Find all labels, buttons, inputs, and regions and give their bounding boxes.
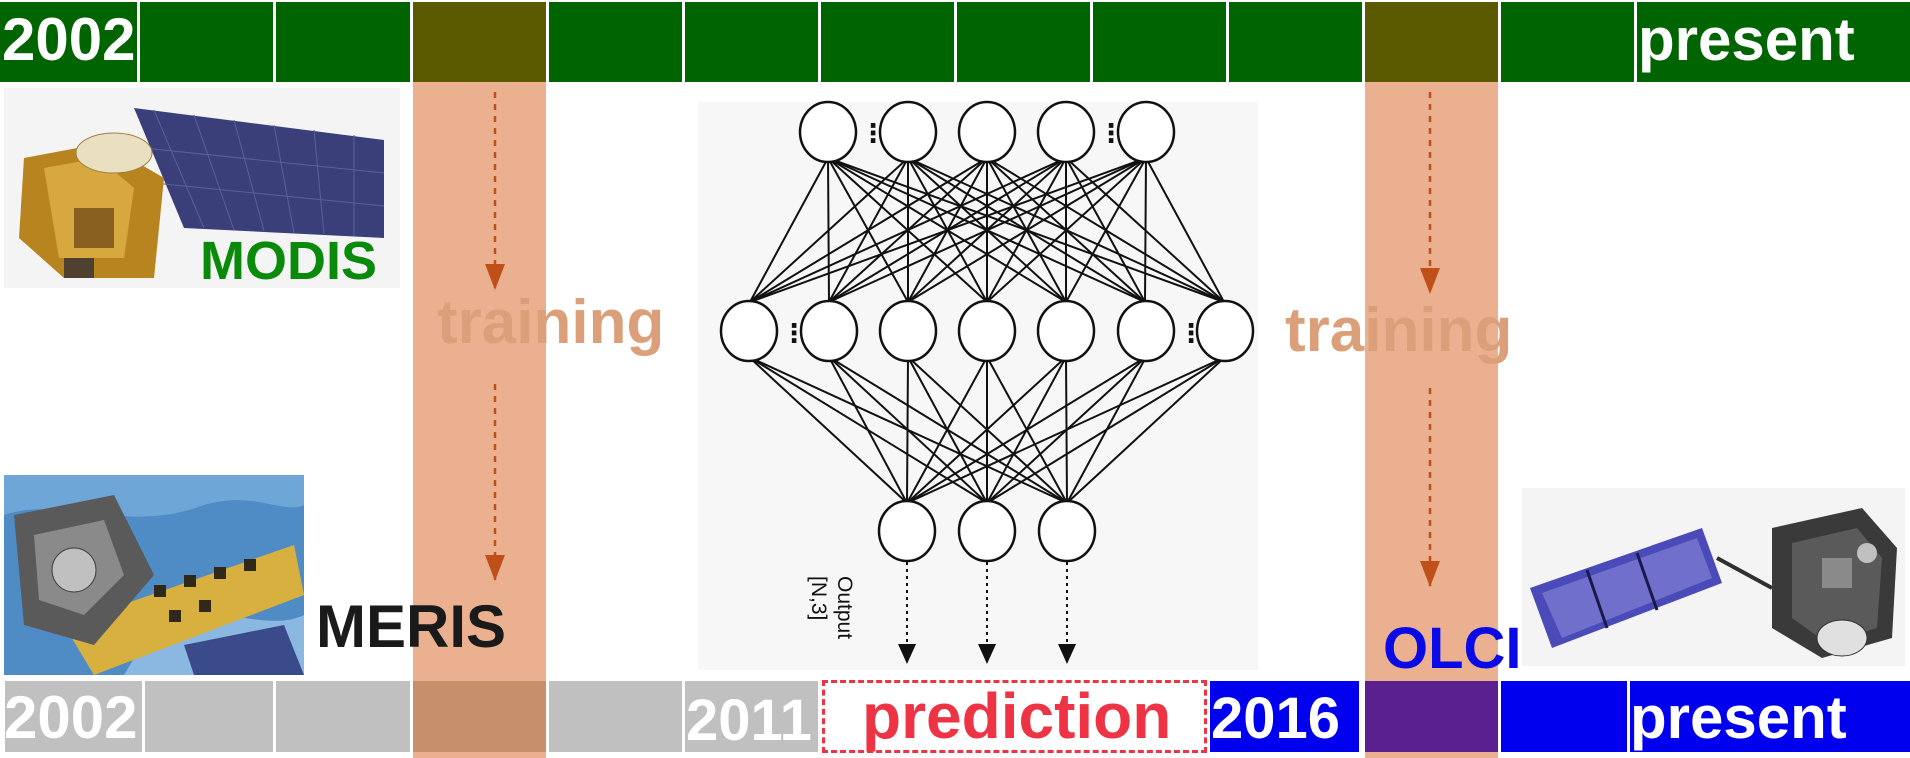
nn-output-shape-text: [N,3] [807,576,830,620]
nn-hidden-neuron [799,299,859,363]
bottom-cell-2016 [1210,681,1359,752]
nn-input-neuron [1036,100,1096,164]
modis-image: MODIS [4,88,400,288]
bottom-year-2016: 2016 [1211,686,1341,751]
prediction-box [822,680,1207,753]
top-cell-7 [821,2,954,82]
arrowhead-right-upper [1420,268,1440,294]
nn-hidden-neuron [957,299,1017,363]
arrowhead-left-lower [485,555,505,581]
nn-output-arrows [898,562,1076,664]
top-cell-1 [0,2,137,82]
top-cell-training-right [1365,2,1498,82]
bottom-cell-training-left [413,681,546,752]
nn-output-neuron [1037,499,1097,563]
bottom-cell-3 [276,681,410,752]
top-cell-2 [140,2,273,82]
nn-input-neuron [798,100,858,164]
nn-input-neuron [1116,100,1176,164]
top-cell-3 [276,2,410,82]
olci-satellite-image [1522,488,1905,666]
nn-input-layer [798,100,1176,164]
top-cell-13 [1637,2,1910,82]
meris-label: MERIS [316,593,507,660]
nn-ellipsis-hidden-2: ⋮ [1178,319,1204,349]
training-label-right: training [1285,296,1513,365]
modis-satellite-illustration [19,108,385,278]
nn-output-label: Output [N,3] [807,576,856,639]
training-band-left [413,82,546,758]
olci-satellite-illustration [1530,508,1897,658]
nn-output-layer [877,499,1097,563]
prediction-label: prediction [862,680,1172,752]
arrowhead-left-upper [485,264,505,290]
training-band-right [1365,82,1498,758]
bottom-end-label: present [1630,684,1847,751]
nn-input-neuron [878,100,938,164]
nn-ellipsis-hidden-1: ⋮ [781,319,807,349]
bottom-cell-blue-2 [1501,681,1627,752]
top-cell-10 [1229,2,1362,82]
nn-output-neuron [877,499,937,563]
nn-connections [748,157,1226,504]
neural-network-panel [698,102,1258,670]
top-cell-6 [685,2,818,82]
top-cell-12 [1501,2,1634,82]
bottom-cell-blue-3 [1630,681,1910,752]
meris-image [4,475,304,675]
bottom-cell-2 [145,681,273,752]
olci-label: OLCI [1383,616,1522,681]
nn-hidden-neuron [1036,299,1096,363]
nn-hidden-neuron [719,299,779,363]
modis-label: MODIS [200,231,378,288]
nn-input-neuron [957,100,1017,164]
nn-ellipsis-input-2: ⋮ [1098,119,1124,149]
bottom-cell-1 [5,681,142,752]
bottom-cell-6 [685,681,818,752]
bottom-cell-5 [549,681,682,752]
top-start-year: 2002 [2,6,136,73]
top-end-label: present [1638,6,1855,73]
top-cell-8 [957,2,1090,82]
top-cell-5 [549,2,682,82]
nn-hidden-neuron [1195,299,1255,363]
top-cell-training-left [413,2,546,82]
bottom-year-2011: 2011 [686,688,812,753]
arrowhead-right-lower [1420,561,1440,587]
nn-output-label-text: Output [833,576,856,639]
training-label-left: training [437,288,665,357]
nn-output-neuron [957,499,1017,563]
bottom-cell-olci-overlap [1365,681,1498,752]
nn-hidden-neuron [878,299,938,363]
nn-hidden-neuron [1116,299,1176,363]
bottom-start-year: 2002 [4,684,138,751]
top-cell-9 [1093,2,1226,82]
nn-ellipsis-input-1: ⋮ [860,119,886,149]
meris-satellite-illustration [4,475,304,675]
nn-hidden-layer [719,299,1255,363]
